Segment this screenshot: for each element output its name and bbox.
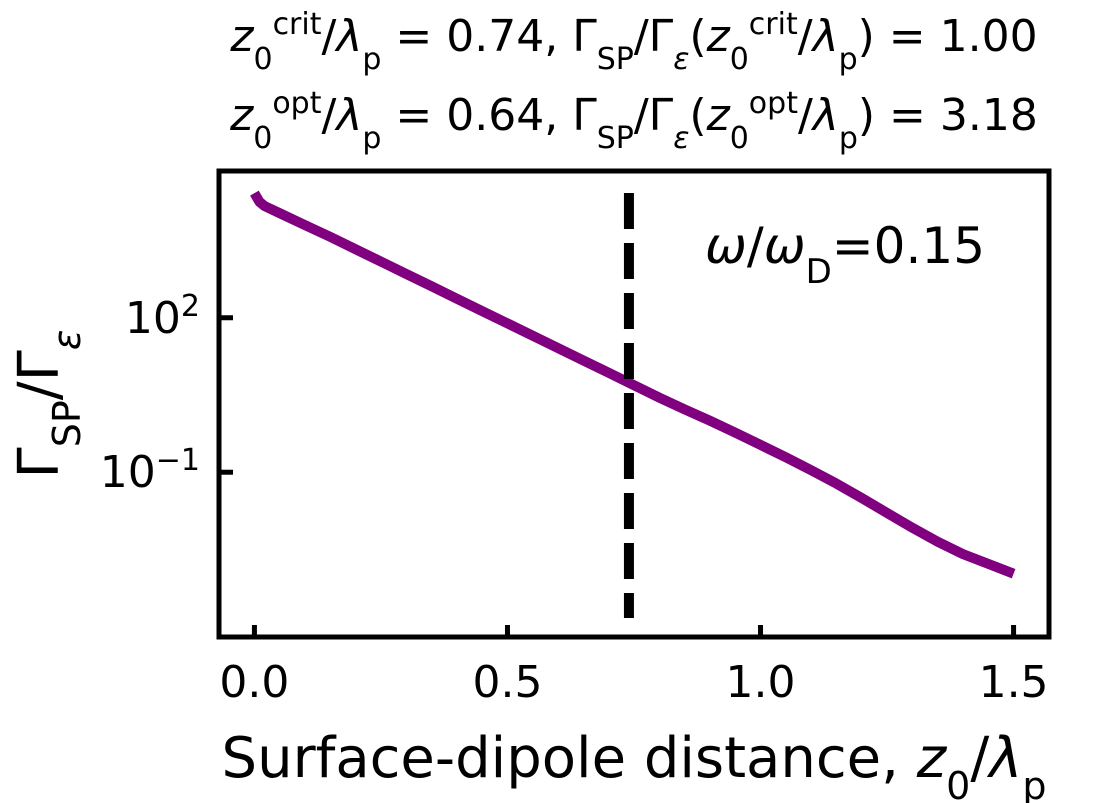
chart-title-line-1: z0crit/λp = 0.74, ΓSP/Γε(z0crit/λp) = 1.… bbox=[229, 7, 1037, 77]
y-tick-label: 102 bbox=[125, 288, 200, 344]
x-tick-label: 1.5 bbox=[979, 657, 1049, 708]
plot-frame bbox=[216, 168, 1052, 640]
ticks: 0.0 0.5 1.0 1.5 102 10−1 bbox=[100, 288, 1049, 708]
chart-title-line-2: z0opt/λp = 0.64, ΓSP/Γε(z0opt/λp) = 3.18 bbox=[229, 86, 1038, 156]
x-tick-label: 0.5 bbox=[472, 657, 542, 708]
omega-annotation: ω/ωD=0.15 bbox=[705, 217, 985, 292]
x-tick-label: 1.0 bbox=[726, 657, 796, 708]
x-tick-label: 0.0 bbox=[219, 657, 289, 708]
series bbox=[250, 190, 1016, 579]
series-line bbox=[250, 190, 1016, 579]
y-tick-label: 10−1 bbox=[100, 443, 200, 499]
x-axis-label: Surface-dipole distance, z0/λp bbox=[222, 726, 1047, 803]
y-axis-label: ΓSP/Γε bbox=[7, 330, 89, 479]
